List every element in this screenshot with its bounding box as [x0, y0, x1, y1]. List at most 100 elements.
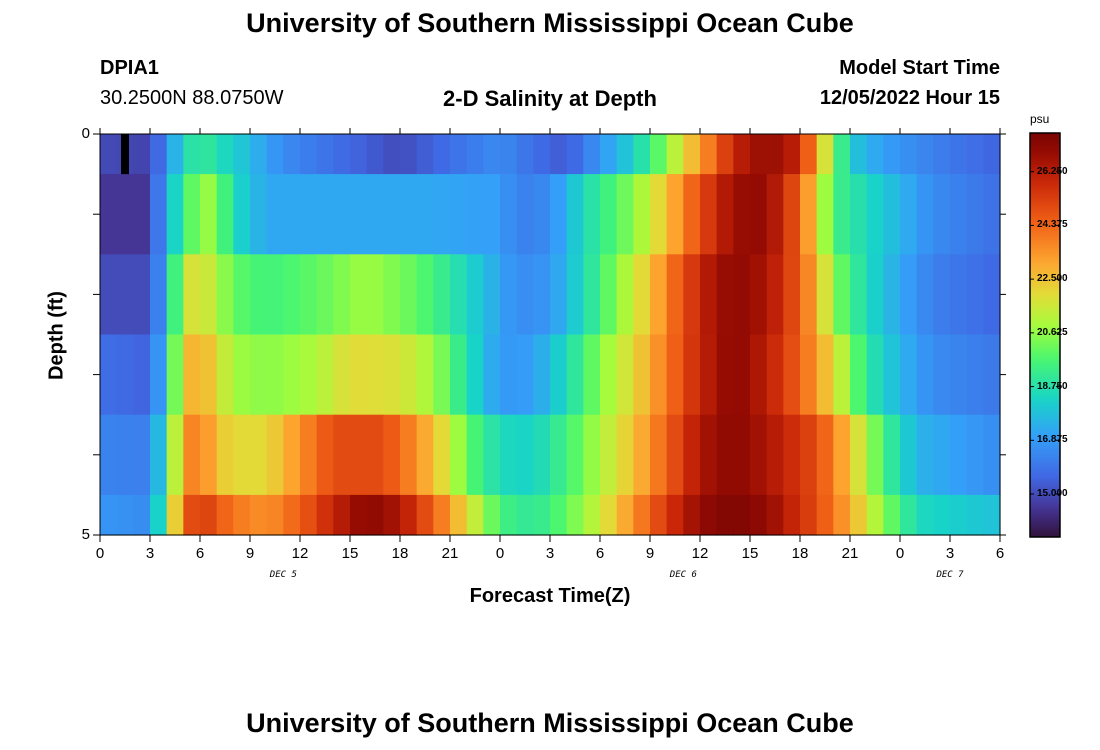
heatmap-cell: [900, 414, 918, 496]
heatmap-cell: [116, 494, 134, 536]
heatmap-cell: [600, 414, 618, 496]
heatmap-cell: [450, 494, 468, 536]
heatmap-cell: [416, 174, 434, 255]
heatmap-cell: [966, 334, 984, 416]
colorbar: [1029, 132, 1061, 538]
heatmap-cell: [283, 494, 301, 536]
heatmap-cell: [750, 334, 768, 416]
heatmap-cell: [633, 254, 651, 336]
heatmap-cell: [183, 494, 201, 536]
heatmap-cell: [783, 254, 801, 336]
heatmap-cell: [116, 254, 134, 336]
day-label: DEC 5: [269, 570, 297, 580]
heatmap-cell: [333, 334, 351, 416]
heatmap-cell: [500, 494, 518, 536]
heatmap-cell: [483, 334, 501, 416]
heatmap-cell: [500, 174, 518, 255]
heatmap-cell: [733, 334, 751, 416]
heatmap-cell: [916, 334, 934, 416]
heatmap-cell: [266, 414, 284, 496]
heatmap-cell: [916, 174, 934, 255]
x-tick-label: 12: [291, 545, 309, 562]
heatmap-cell: [800, 174, 818, 255]
heatmap-cell: [333, 174, 351, 255]
heatmap-cell: [183, 134, 201, 175]
heatmap-cell: [233, 494, 251, 536]
heatmap-cell: [300, 254, 318, 336]
x-tick-label: 6: [995, 545, 1005, 562]
heatmap-cell: [450, 254, 468, 336]
heatmap-cell: [233, 254, 251, 336]
x-tick-label: 0: [495, 545, 505, 562]
heatmap-cell: [500, 134, 518, 175]
heatmap-cell: [166, 414, 184, 496]
heatmap-cell: [716, 494, 734, 536]
x-tick-label: 0: [895, 545, 905, 562]
heatmap-cell: [350, 414, 368, 496]
heatmap-cell: [950, 494, 968, 536]
heatmap-cell: [366, 174, 384, 255]
heatmap-cell: [133, 174, 151, 255]
colorbar-tick-label: 26.250: [1037, 165, 1068, 177]
heatmap-cell: [383, 494, 401, 536]
heatmap-cell: [466, 494, 484, 536]
heatmap-cell: [350, 134, 368, 175]
heatmap-cell: [616, 254, 634, 336]
heatmap-cell: [300, 414, 318, 496]
heatmap-cell: [483, 414, 501, 496]
heatmap-cell: [616, 334, 634, 416]
heatmap-cell: [700, 334, 718, 416]
heatmap-cell: [850, 334, 868, 416]
heatmap-cell: [883, 134, 901, 175]
heatmap-cell: [966, 174, 984, 255]
x-axis-ticks: [99, 128, 1001, 542]
heatmap-cell: [433, 174, 451, 255]
heatmap-cell: [116, 414, 134, 496]
heatmap-cell: [866, 254, 884, 336]
colorbar-unit: psu: [1030, 112, 1050, 126]
heatmap-cell: [433, 254, 451, 336]
heatmap-cell: [750, 494, 768, 536]
heatmap-cell: [550, 494, 568, 536]
heatmap-cell: [383, 414, 401, 496]
heatmap-cell: [233, 174, 251, 255]
heatmap-cell: [350, 254, 368, 336]
heatmap-cell: [100, 134, 118, 175]
heatmap-cell: [650, 254, 668, 336]
heatmap-cell: [733, 414, 751, 496]
heatmap-cell: [216, 414, 234, 496]
heatmap-cell: [700, 254, 718, 336]
x-tick-label: 15: [341, 545, 359, 562]
heatmap-cell: [966, 414, 984, 496]
heatmap-cell: [733, 254, 751, 336]
heatmap-cell: [150, 174, 168, 255]
heatmap-cell: [533, 334, 551, 416]
heatmap-cell: [466, 254, 484, 336]
heatmap-cell: [616, 494, 634, 536]
heatmap-cell: [166, 334, 184, 416]
heatmap-cell: [933, 334, 951, 416]
heatmap-cell: [316, 414, 334, 496]
heatmap-cell: [100, 254, 118, 336]
heatmap-cell: [250, 334, 268, 416]
heatmap-cell: [266, 254, 284, 336]
heatmap-cell: [600, 174, 618, 255]
heatmap-cell: [833, 334, 851, 416]
heatmap-cell: [783, 334, 801, 416]
heatmap-cell: [616, 414, 634, 496]
colorbar-ticks: [1030, 171, 1060, 495]
heatmap-cell: [650, 414, 668, 496]
heatmap-cell: [633, 334, 651, 416]
heatmap-cell: [683, 134, 701, 175]
heatmap-cell: [166, 134, 184, 175]
heatmap-cell: [300, 334, 318, 416]
heatmap-cell: [166, 254, 184, 336]
heatmap-cell: [950, 254, 968, 336]
heatmap-cell: [150, 254, 168, 336]
heatmap-cell: [100, 334, 118, 416]
heatmap-cell: [683, 494, 701, 536]
heatmap-cell: [500, 334, 518, 416]
heatmap-cell: [766, 494, 784, 536]
x-tick-label: 0: [95, 545, 105, 562]
